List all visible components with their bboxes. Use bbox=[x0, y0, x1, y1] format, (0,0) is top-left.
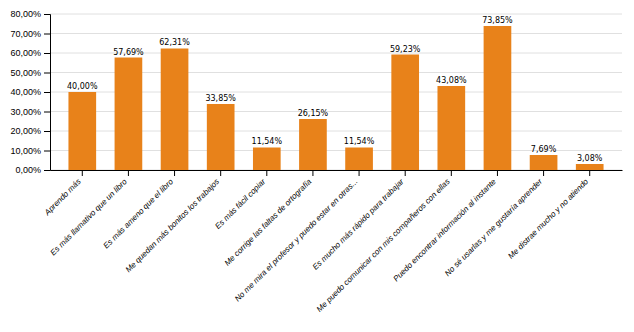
tick-label: 20,00% bbox=[10, 126, 41, 136]
y-axis: 0,00% 10,00% 20,00% 30,00% 40,00% 50,00% 60,00… bbox=[10, 9, 50, 175]
data-label: 40,00% bbox=[67, 82, 98, 91]
grid-line bbox=[50, 14, 622, 15]
bar bbox=[345, 147, 373, 170]
tick: Aprendo más bbox=[42, 170, 83, 218]
tick: No sé usarlas y me gustaría aprender bbox=[443, 170, 544, 278]
tick-mark bbox=[266, 170, 267, 176]
bar bbox=[68, 92, 96, 170]
tick-mark bbox=[44, 34, 50, 35]
tick-mark bbox=[44, 112, 50, 113]
data-label: 7,69% bbox=[531, 145, 557, 154]
tick-label: 60,00% bbox=[10, 48, 41, 58]
data-label: 62,31% bbox=[159, 38, 190, 47]
plot-area bbox=[68, 26, 603, 170]
tick: Puedo encontrar información al instante bbox=[391, 170, 498, 283]
tick-label: Me corrige las faltas de ortografía bbox=[223, 177, 314, 268]
tick-mark bbox=[128, 170, 129, 176]
tick-label: Me distrae mucho y no atiendo bbox=[506, 177, 590, 261]
data-label: 57,69% bbox=[113, 48, 144, 57]
bar bbox=[437, 86, 465, 170]
tick-mark bbox=[589, 170, 590, 176]
tick-mark bbox=[44, 53, 50, 54]
tick-mark bbox=[44, 151, 50, 152]
bar bbox=[115, 58, 143, 170]
bar bbox=[391, 55, 419, 170]
tick-mark bbox=[82, 170, 83, 176]
tick: 50,00% bbox=[10, 68, 50, 78]
bar bbox=[299, 119, 327, 170]
tick-label: 80,00% bbox=[10, 9, 41, 19]
tick: 40,00% bbox=[10, 87, 50, 97]
tick-mark bbox=[543, 170, 544, 176]
grid-line bbox=[50, 33, 622, 34]
bar bbox=[161, 48, 189, 170]
tick: Me quedan más bonitos los trabajos bbox=[124, 170, 221, 274]
tick-label: Es mucho más rápido para trabajar bbox=[311, 177, 406, 272]
bar bbox=[253, 147, 281, 170]
tick-label: 30,00% bbox=[10, 107, 41, 117]
tick: 30,00% bbox=[10, 107, 50, 117]
data-label: 59,23% bbox=[390, 45, 421, 54]
tick-mark bbox=[44, 14, 50, 15]
axis-line bbox=[51, 170, 623, 171]
data-label: 33,85% bbox=[205, 94, 236, 103]
tick-label: 50,00% bbox=[10, 68, 41, 78]
tick-label: 40,00% bbox=[10, 87, 41, 97]
tick-label: Puedo encontrar información al instante bbox=[391, 177, 498, 284]
x-axis: Aprendo másEs más llamativo que un libro… bbox=[42, 170, 623, 314]
data-label: 26,15% bbox=[298, 109, 329, 118]
tick-mark bbox=[312, 170, 313, 176]
grid bbox=[50, 14, 622, 170]
data-labels: 40,00% 57,69% 62,31% 33,85% 11,54% 26,15% 11,5… bbox=[67, 16, 603, 163]
tick: 80,00% bbox=[10, 9, 50, 19]
tick-mark bbox=[497, 170, 498, 176]
tick-mark bbox=[359, 170, 360, 176]
tick-label: Me quedan más bonitos los trabajos bbox=[124, 177, 221, 274]
tick: Es más fácil copiar bbox=[213, 170, 267, 231]
data-label: 3,08% bbox=[577, 154, 603, 163]
tick-label: Es más llamativo que un libro bbox=[49, 177, 130, 258]
tick: 20,00% bbox=[10, 126, 50, 136]
tick: 0,00% bbox=[15, 165, 50, 175]
tick: Me distrae mucho y no atiendo bbox=[506, 170, 590, 261]
tick: Me corrige las faltas de ortografía bbox=[223, 170, 314, 268]
tick: 70,00% bbox=[10, 29, 50, 39]
bar bbox=[207, 104, 235, 170]
bar bbox=[530, 155, 558, 170]
tick: 10,00% bbox=[10, 146, 50, 156]
tick-mark bbox=[44, 170, 50, 171]
tick-mark bbox=[174, 170, 175, 176]
tick-label: No sé usarlas y me gustaría aprender bbox=[443, 177, 544, 278]
axis-line bbox=[44, 15, 51, 171]
bar bbox=[576, 164, 604, 170]
data-label: 43,08% bbox=[436, 76, 467, 85]
tick-label: 70,00% bbox=[10, 29, 41, 39]
tick-mark bbox=[44, 92, 50, 93]
bar bbox=[484, 26, 512, 170]
data-label: 11,54% bbox=[252, 137, 283, 146]
tick-mark bbox=[44, 73, 50, 74]
tick-label: Es más fácil copiar bbox=[213, 177, 267, 231]
chart-container: 0,00% 10,00% 20,00% 30,00% 40,00% 50,00% 60,00… bbox=[0, 0, 634, 332]
tick-mark bbox=[451, 170, 452, 176]
tick-label: 10,00% bbox=[10, 146, 41, 156]
data-label: 73,85% bbox=[482, 16, 513, 25]
tick-label: 0,00% bbox=[15, 165, 41, 175]
tick-mark bbox=[44, 131, 50, 132]
tick-mark bbox=[220, 170, 221, 176]
tick: Es más llamativo que un libro bbox=[49, 170, 130, 257]
tick: 60,00% bbox=[10, 48, 50, 58]
tick: Es mucho más rápido para trabajar bbox=[311, 170, 406, 272]
tick-label: Aprendo más bbox=[42, 177, 83, 218]
chart-svg: 0,00% 10,00% 20,00% 30,00% 40,00% 50,00% 60,00… bbox=[0, 0, 634, 332]
tick-mark bbox=[405, 170, 406, 176]
data-label: 11,54% bbox=[344, 137, 375, 146]
